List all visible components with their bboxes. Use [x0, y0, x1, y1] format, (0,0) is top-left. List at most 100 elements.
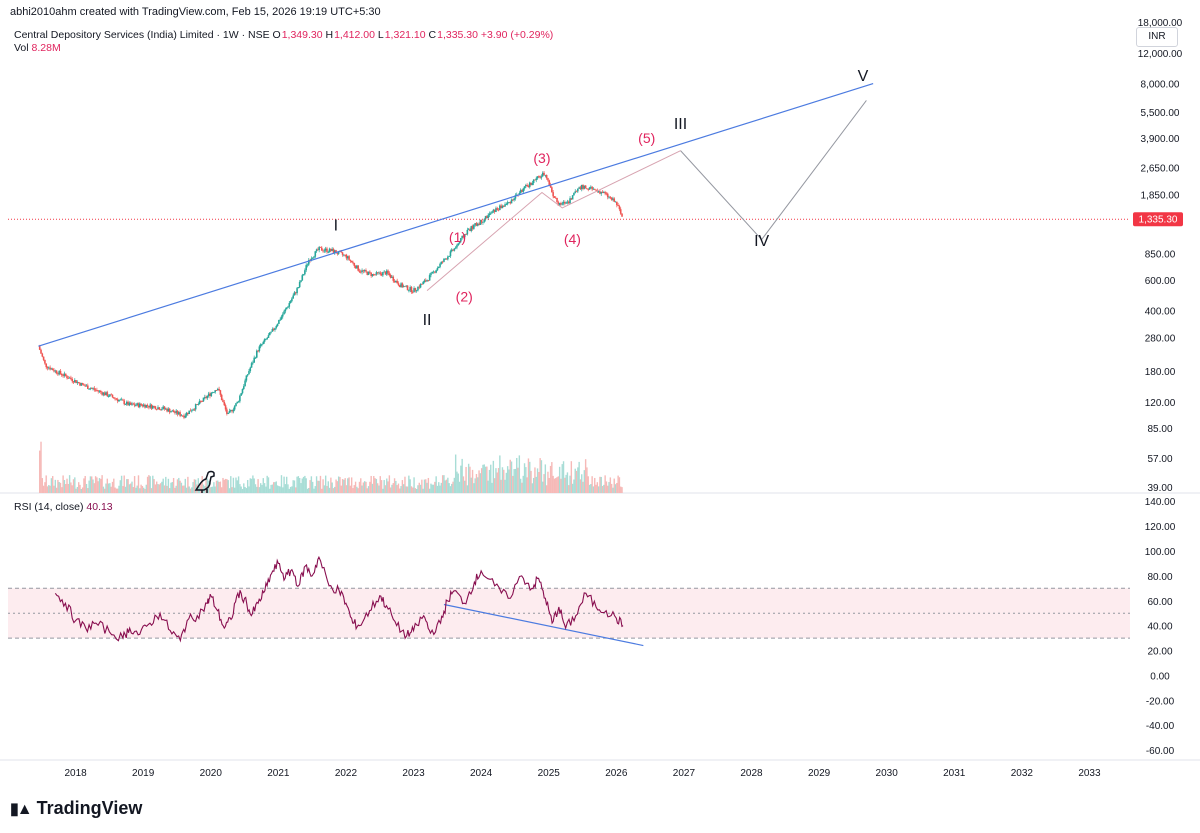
- volume-bar: [59, 482, 62, 493]
- volume-bar: [543, 474, 545, 493]
- volume-bar: [560, 478, 562, 493]
- price-candles: [38, 170, 623, 420]
- candle-body: [129, 402, 132, 405]
- volume-bar: [551, 462, 553, 493]
- candle-body: [532, 179, 535, 184]
- candle-body: [340, 251, 343, 253]
- candle-body: [538, 176, 540, 178]
- volume-bar: [132, 487, 135, 493]
- volume-bar: [153, 479, 155, 493]
- volume-bar: [40, 441, 42, 493]
- wave-label: I: [334, 218, 338, 235]
- candle-body: [119, 399, 122, 401]
- candle-body: [183, 415, 185, 418]
- candle-body: [385, 270, 388, 275]
- candle-body: [305, 265, 307, 271]
- volume-bar: [257, 479, 259, 493]
- volume-bar: [63, 480, 66, 493]
- volume-bar: [608, 482, 610, 493]
- volume-bar: [93, 483, 96, 493]
- volume-bar: [621, 487, 623, 493]
- candle-body: [253, 357, 255, 363]
- candle-body: [233, 406, 236, 410]
- candle-body: [554, 197, 557, 199]
- volume-bar: [529, 461, 531, 493]
- candle-body: [600, 191, 603, 194]
- candle-body: [274, 327, 276, 330]
- volume-bar: [552, 475, 554, 493]
- candle-body: [96, 390, 98, 391]
- volume-bar: [269, 488, 271, 493]
- candle-body: [588, 187, 591, 190]
- volume-bar: [406, 486, 409, 493]
- candle-body: [393, 280, 396, 283]
- candle-body: [50, 368, 53, 370]
- candle-body: [132, 403, 135, 405]
- volume-bar: [590, 484, 592, 493]
- volume-bar: [387, 481, 389, 493]
- chart-credit: abhi2010ahm created with TradingView.com…: [10, 6, 381, 18]
- candle-body: [613, 198, 616, 202]
- volume-bar: [100, 478, 102, 493]
- volume-bar: [496, 472, 498, 493]
- tradingview-logo-text: TradingView: [36, 798, 143, 818]
- candle-body: [330, 248, 332, 251]
- candle-body: [336, 253, 339, 254]
- volume-bar: [430, 483, 432, 493]
- volume-bar: [289, 486, 292, 493]
- volume-bar: [402, 484, 405, 493]
- volume-bar: [287, 484, 289, 493]
- volume-bar: [170, 482, 172, 493]
- candle-body: [527, 186, 530, 188]
- candle-body: [250, 363, 253, 368]
- volume-bar: [436, 485, 439, 493]
- volume-bar: [388, 475, 391, 493]
- volume-bar: [405, 486, 407, 493]
- volume-bar: [326, 485, 328, 493]
- candle-body: [486, 216, 488, 219]
- candle-body: [196, 404, 198, 406]
- candle-body: [323, 250, 326, 252]
- volume-bar: [362, 482, 365, 493]
- volume-bar: [78, 482, 80, 493]
- candle-body: [562, 201, 565, 204]
- candle-body: [167, 408, 170, 412]
- candle-body: [411, 291, 414, 293]
- volume-bar: [479, 473, 482, 493]
- volume-bar: [42, 485, 45, 493]
- volume-bar: [187, 476, 189, 493]
- dinosaur-icon: [194, 470, 215, 493]
- candle-body: [335, 250, 337, 254]
- volume-bar: [152, 475, 154, 493]
- candle-body: [55, 370, 58, 374]
- volume-bar: [167, 478, 170, 493]
- volume-bar: [440, 482, 443, 493]
- volume-bar: [604, 475, 606, 493]
- candle-body: [599, 191, 601, 194]
- candle-body: [248, 371, 250, 375]
- volume-bar: [285, 476, 288, 493]
- candle-body: [137, 403, 140, 408]
- candle-body: [120, 399, 123, 401]
- currency-selector[interactable]: INR: [1136, 27, 1178, 47]
- wave-projection-path: [680, 100, 867, 241]
- volume-bar: [392, 483, 394, 493]
- volume-bar: [161, 481, 163, 493]
- volume-bar: [109, 483, 111, 493]
- candle-body: [67, 378, 70, 379]
- tradingview-logo[interactable]: ▮▲ TradingView: [10, 798, 142, 819]
- volume-bar: [231, 487, 233, 493]
- candle-body: [54, 370, 57, 372]
- price-tick-label: 12,000.00: [1138, 49, 1183, 60]
- candle-body: [473, 224, 475, 229]
- candle-body: [579, 187, 582, 190]
- volume-bar: [127, 479, 129, 493]
- candle-body: [151, 406, 154, 409]
- volume-bar: [318, 480, 320, 493]
- time-tick-label: 2030: [876, 768, 899, 779]
- candle-body: [185, 412, 188, 416]
- volume-bar: [473, 483, 475, 493]
- volume-bar: [461, 458, 463, 493]
- volume-bar: [236, 480, 238, 493]
